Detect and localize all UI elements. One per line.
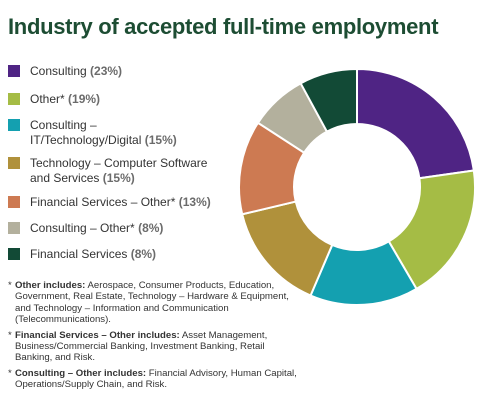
legend-swatch (8, 157, 20, 169)
legend-percent: (19%) (68, 92, 101, 106)
footnote-text: Asset Management, Business/Commercial Ba… (15, 329, 268, 364)
legend-label: Consulting – (30, 118, 97, 132)
legend-label: Other* (30, 92, 65, 106)
footnotes: * Other includes: Aerospace, Consumer Pr… (8, 280, 298, 395)
legend-percent: (8%) (130, 247, 157, 261)
chart-title: Industry of accepted full-time employmen… (8, 14, 439, 39)
legend-label: Consulting – Other* (30, 221, 135, 235)
legend-percent: (23%) (90, 64, 123, 78)
legend-swatch (8, 222, 20, 234)
legend-item: Financial Services (8%) (8, 247, 230, 262)
donut-slice-consulting (356, 67, 475, 180)
legend-percent: (15%) (144, 133, 177, 147)
footnote-label: Consulting – Other includes: (15, 367, 147, 379)
footnote-text: Aerospace, Consumer Products, Education,… (15, 280, 289, 326)
legend-percent: (8%) (138, 221, 164, 235)
footnote-mark: * (8, 367, 12, 379)
legend-label-line2: IT/Technology/Digital (30, 133, 142, 147)
footnote: * Other includes: Aerospace, Consumer Pr… (8, 280, 298, 326)
footnote-mark: * (8, 329, 12, 341)
legend-label: Financial Services – Other* (30, 195, 176, 209)
donut-slice-financial-services (299, 67, 358, 133)
legend-item: Other* (19%) (8, 92, 230, 107)
legend-label: Technology – Computer Software (30, 156, 208, 170)
legend-swatch (8, 65, 20, 77)
legend-swatch (8, 93, 20, 105)
legend-swatch (8, 248, 20, 260)
footnote: * Financial Services – Other includes: A… (8, 330, 298, 364)
footnote-label: Other includes: (15, 280, 86, 291)
footnote-text: Financial Advisory, Human Capital, Opera… (15, 367, 297, 391)
legend-label: Consulting (30, 64, 87, 78)
legend-swatch (8, 196, 20, 208)
legend-label: Financial Services (30, 247, 128, 261)
footnote: * Consulting – Other includes: Financial… (8, 368, 298, 391)
donut-chart (238, 67, 476, 306)
legend-item: Technology – Computer Software and Servic… (8, 156, 230, 186)
footnote-label: Financial Services – Other includes: (15, 329, 180, 341)
legend-percent: (15%) (102, 171, 135, 185)
legend-item: Consulting – IT/Technology/Digital (15%) (8, 118, 230, 148)
legend-percent: (13%) (178, 195, 211, 209)
legend-item: Consulting (23%) (8, 64, 230, 79)
legend-label-line2: and Services (30, 171, 100, 185)
legend-item: Consulting – Other* (8%) (8, 221, 230, 236)
footnote-mark: * (8, 280, 12, 291)
legend-swatch (8, 119, 20, 131)
legend-item: Financial Services – Other* (13%) (8, 195, 230, 210)
